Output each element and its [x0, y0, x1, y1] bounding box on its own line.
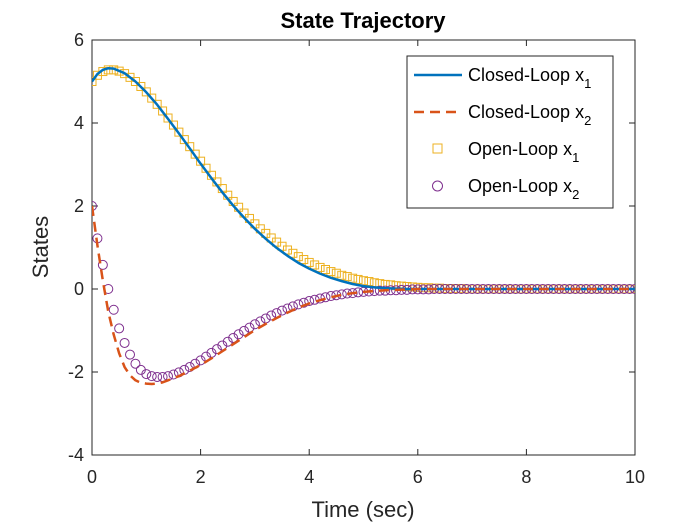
data-point-marker: [233, 329, 244, 340]
data-point-marker: [288, 248, 298, 258]
x-tick-label: 8: [521, 467, 531, 487]
data-point-marker: [147, 93, 157, 103]
data-point-marker: [136, 81, 146, 91]
y-tick-label: 0: [74, 279, 84, 299]
data-point-marker: [249, 319, 260, 330]
y-tick-labels: -4 -2 0 2 4 6: [68, 30, 84, 465]
data-point-marker: [293, 252, 303, 262]
data-point-marker: [211, 344, 222, 355]
data-point-marker: [239, 325, 250, 336]
data-point-marker: [141, 87, 151, 97]
data-point-marker: [337, 270, 347, 280]
legend-label-open-loop-x2: Open-Loop x2: [468, 176, 579, 202]
data-point-marker: [163, 113, 173, 123]
y-tick-label: 4: [74, 113, 84, 133]
x-tick-label: 2: [196, 467, 206, 487]
data-point-marker: [130, 77, 140, 86]
data-point-marker: [244, 322, 255, 333]
data-point-marker: [108, 304, 119, 315]
data-point-marker: [282, 245, 292, 255]
legend-swatch-open-loop-x2: [432, 180, 443, 192]
data-point-marker: [331, 268, 341, 278]
y-tick-label: 6: [74, 30, 84, 50]
series-line: [92, 66, 635, 291]
data-point-marker: [353, 274, 363, 284]
data-point-marker: [320, 292, 331, 303]
data-point-marker: [174, 127, 184, 137]
legend-label-closed-loop-x1: Closed-Loop x1: [468, 65, 591, 91]
series-layer: [92, 65, 635, 386]
data-point-marker: [130, 358, 141, 369]
series-line: [92, 205, 635, 386]
data-point-marker: [359, 276, 368, 286]
y-tick-label: -4: [68, 445, 84, 465]
data-point-marker: [304, 296, 315, 307]
legend-box: [406, 55, 614, 209]
data-point-marker: [119, 337, 130, 348]
data-point-marker: [402, 282, 412, 292]
legend-label-closed-loop-x2: Closed-Loop x2: [468, 102, 591, 128]
data-point-marker: [141, 369, 152, 380]
data-point-marker: [228, 332, 239, 343]
data-point-marker: [179, 135, 189, 145]
data-point-marker: [114, 66, 124, 76]
data-point-marker: [320, 265, 330, 274]
x-tick-label: 10: [625, 467, 645, 487]
x-tick-label: 4: [304, 467, 314, 487]
series-closed-loop-x2: [92, 205, 635, 386]
data-point-marker: [342, 272, 352, 282]
data-point-marker: [222, 336, 233, 347]
data-point-marker: [125, 349, 136, 360]
x-axis-label: Time (sec): [311, 497, 414, 522]
data-point-marker: [114, 323, 125, 334]
data-point-marker: [348, 273, 358, 283]
x-tick-label: 6: [413, 467, 423, 487]
y-tick-label: -2: [68, 362, 84, 382]
data-point-marker: [299, 255, 309, 265]
data-point-marker: [92, 77, 97, 86]
x-tick-labels: 0 2 4 6 8 10: [87, 467, 645, 487]
legend-swatch-open-loop-x1: [432, 143, 443, 154]
data-point-marker: [315, 262, 325, 272]
y-tick-label: 2: [74, 196, 84, 216]
legend: Closed-Loop x1 Closed-Loop x2 Open-Loop …: [406, 55, 614, 209]
data-point-marker: [266, 310, 277, 321]
y-axis-label: States: [28, 216, 53, 278]
data-point-marker: [310, 260, 320, 270]
data-point-marker: [168, 369, 179, 380]
data-point-marker: [195, 355, 206, 366]
x-tick-label: 0: [87, 467, 97, 487]
data-point-marker: [146, 371, 157, 382]
data-point-marker: [326, 267, 336, 277]
data-point-marker: [152, 99, 162, 109]
chart-title: State Trajectory: [280, 8, 446, 33]
data-point-marker: [168, 120, 178, 130]
series-closed-loop-x1: [92, 66, 635, 291]
data-point-marker: [152, 371, 163, 382]
data-point-marker: [336, 289, 347, 300]
data-point-marker: [185, 142, 195, 152]
data-point-marker: [293, 299, 304, 310]
data-point-marker: [277, 305, 288, 316]
legend-label-open-loop-x1: Open-Loop x1: [468, 139, 579, 165]
data-point-marker: [304, 257, 314, 267]
data-point-marker: [92, 201, 97, 211]
data-point-marker: [158, 106, 168, 116]
data-point-marker: [97, 259, 108, 270]
